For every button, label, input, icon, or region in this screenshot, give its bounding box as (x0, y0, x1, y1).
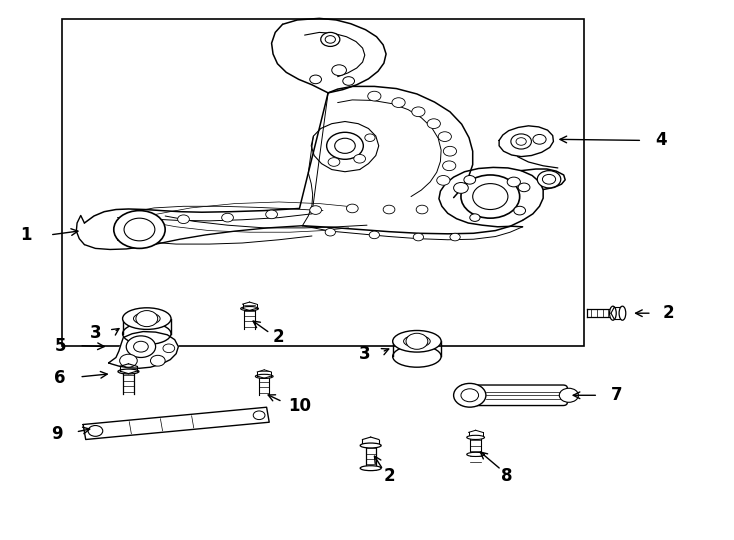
Circle shape (516, 138, 526, 145)
Circle shape (343, 77, 355, 85)
Circle shape (412, 107, 425, 117)
Circle shape (335, 138, 355, 153)
Circle shape (461, 389, 479, 402)
Text: 7: 7 (611, 386, 622, 404)
Circle shape (416, 205, 428, 214)
Circle shape (533, 134, 546, 144)
Circle shape (518, 183, 530, 192)
Circle shape (136, 310, 158, 327)
Text: 5: 5 (54, 336, 66, 355)
Ellipse shape (467, 453, 484, 456)
Circle shape (365, 134, 375, 141)
Text: 3: 3 (90, 324, 101, 342)
Circle shape (88, 426, 103, 436)
Circle shape (406, 333, 428, 349)
Polygon shape (311, 122, 379, 172)
Circle shape (178, 215, 189, 224)
Circle shape (514, 206, 526, 215)
Polygon shape (499, 126, 553, 157)
Ellipse shape (393, 346, 441, 367)
Text: 4: 4 (655, 131, 666, 150)
Circle shape (150, 355, 165, 366)
Text: 1: 1 (20, 226, 32, 244)
Circle shape (124, 218, 155, 241)
Circle shape (473, 184, 508, 210)
Ellipse shape (255, 374, 273, 379)
Ellipse shape (134, 313, 160, 325)
Circle shape (559, 388, 578, 402)
Circle shape (126, 336, 156, 357)
Circle shape (454, 183, 468, 193)
Text: 2: 2 (383, 467, 395, 485)
Circle shape (461, 175, 520, 218)
Polygon shape (521, 169, 565, 190)
Circle shape (507, 177, 520, 187)
Circle shape (327, 132, 363, 159)
Circle shape (369, 231, 379, 239)
Circle shape (511, 134, 531, 149)
Polygon shape (439, 167, 543, 227)
Circle shape (470, 214, 480, 221)
Circle shape (443, 146, 457, 156)
Circle shape (454, 383, 486, 407)
Polygon shape (109, 332, 178, 368)
Circle shape (325, 36, 335, 43)
Circle shape (134, 341, 148, 352)
Ellipse shape (118, 369, 139, 374)
Circle shape (450, 233, 460, 241)
Ellipse shape (467, 435, 484, 440)
Circle shape (321, 32, 340, 46)
Polygon shape (83, 407, 269, 440)
Circle shape (383, 205, 395, 214)
Text: 8: 8 (501, 467, 512, 485)
Ellipse shape (619, 306, 626, 320)
Circle shape (114, 211, 165, 248)
Circle shape (542, 174, 556, 184)
Ellipse shape (404, 335, 430, 347)
Circle shape (266, 210, 277, 219)
Ellipse shape (241, 307, 258, 310)
Circle shape (437, 176, 450, 185)
Text: 2: 2 (273, 328, 285, 347)
Ellipse shape (360, 465, 381, 471)
Polygon shape (84, 93, 328, 223)
Circle shape (537, 171, 561, 188)
Text: 10: 10 (288, 397, 311, 415)
Circle shape (354, 154, 366, 163)
Circle shape (368, 91, 381, 101)
Circle shape (253, 411, 265, 420)
Text: 3: 3 (359, 345, 371, 363)
Text: 9: 9 (51, 425, 63, 443)
Circle shape (222, 213, 233, 222)
Circle shape (438, 132, 451, 141)
Text: 6: 6 (54, 369, 66, 387)
Circle shape (163, 344, 175, 353)
FancyBboxPatch shape (459, 385, 567, 406)
Ellipse shape (609, 306, 617, 320)
Ellipse shape (123, 308, 171, 329)
Circle shape (464, 176, 476, 184)
Circle shape (392, 98, 405, 107)
Circle shape (413, 233, 424, 241)
Text: 2: 2 (662, 304, 674, 322)
Circle shape (443, 161, 456, 171)
Circle shape (325, 228, 335, 236)
Circle shape (310, 206, 321, 214)
Circle shape (328, 158, 340, 166)
Ellipse shape (123, 323, 171, 345)
Circle shape (310, 75, 321, 84)
Circle shape (120, 354, 137, 367)
Ellipse shape (360, 443, 381, 448)
Circle shape (332, 65, 346, 76)
Bar (62, 19, 584, 346)
Circle shape (427, 119, 440, 129)
Circle shape (346, 204, 358, 213)
Ellipse shape (393, 330, 441, 352)
